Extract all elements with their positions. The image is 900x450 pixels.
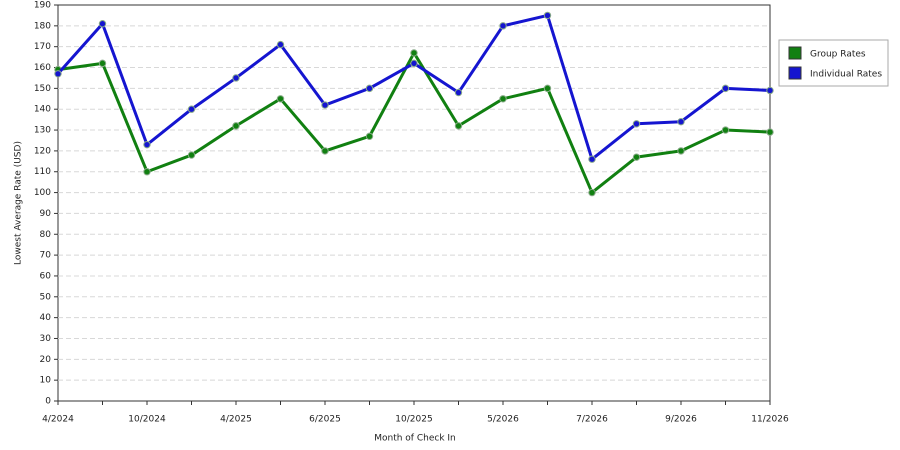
x-tick-label: 10/2025	[395, 415, 432, 425]
x-tick-label: 5/2026	[487, 415, 519, 425]
data-point	[499, 22, 507, 30]
data-point	[232, 122, 240, 130]
data-point	[721, 126, 730, 134]
data-point	[721, 84, 730, 93]
legend-label: Individual Rates	[810, 70, 882, 80]
y-tick-label: 150	[34, 84, 51, 94]
y-tick-label: 170	[34, 42, 51, 52]
y-tick-label: 130	[34, 126, 51, 136]
y-tick-label: 50	[40, 292, 52, 302]
y-tick-label: 100	[34, 188, 51, 198]
data-point	[543, 84, 552, 93]
data-point	[410, 49, 418, 57]
data-point	[588, 155, 596, 163]
x-tick-label: 11/2026	[751, 415, 789, 425]
y-tick-label: 80	[40, 230, 52, 240]
x-tick-label: 4/2025	[220, 415, 252, 425]
data-point	[143, 140, 151, 149]
data-point	[276, 40, 285, 49]
y-tick-label: 10	[40, 376, 52, 386]
data-point	[321, 147, 329, 155]
plot-area	[57, 4, 771, 402]
y-tick-label: 140	[34, 105, 51, 115]
y-tick-label: 60	[40, 271, 52, 281]
data-point	[54, 70, 62, 78]
x-tick-label: 4/2024	[42, 415, 74, 425]
data-point	[276, 95, 285, 103]
data-point	[677, 147, 685, 155]
data-point	[543, 11, 552, 20]
y-tick-label: 160	[34, 63, 51, 73]
data-point	[98, 59, 107, 68]
data-point	[766, 128, 774, 136]
x-axis-label: Month of Check In	[374, 434, 456, 444]
data-point	[454, 88, 463, 97]
data-point	[187, 105, 196, 113]
data-point	[98, 20, 107, 28]
legend-label: Group Rates	[810, 50, 866, 60]
data-point	[321, 101, 329, 109]
y-axis-label: Lowest Average Rate (USD)	[14, 141, 24, 265]
y-tick-label: 90	[40, 209, 52, 219]
data-point	[588, 188, 596, 197]
data-point	[365, 84, 374, 93]
y-tick-label: 190	[34, 1, 51, 11]
data-point	[454, 122, 463, 130]
data-point	[365, 132, 374, 141]
data-point	[410, 59, 418, 68]
x-tick-label: 10/2024	[128, 415, 166, 425]
data-point	[632, 153, 641, 161]
y-tick-label: 110	[34, 167, 51, 177]
data-point	[232, 74, 240, 82]
y-tick-label: 30	[40, 334, 52, 344]
x-tick-label: 7/2026	[576, 415, 608, 425]
y-tick-label: 180	[34, 21, 51, 31]
y-tick-label: 70	[40, 251, 52, 261]
x-tick-label: 9/2026	[665, 415, 697, 425]
y-tick-label: 40	[40, 313, 52, 323]
y-tick-label: 0	[45, 397, 51, 407]
data-point	[499, 95, 507, 103]
data-point	[677, 118, 685, 126]
y-tick-label: 120	[34, 146, 51, 156]
data-point	[766, 86, 774, 95]
data-point	[143, 168, 151, 176]
y-tick-label: 20	[40, 355, 52, 365]
data-point	[632, 120, 641, 128]
legend-swatch	[788, 46, 802, 60]
x-tick-label: 6/2025	[309, 415, 341, 425]
data-point	[187, 151, 196, 159]
legend-swatch	[788, 66, 802, 80]
